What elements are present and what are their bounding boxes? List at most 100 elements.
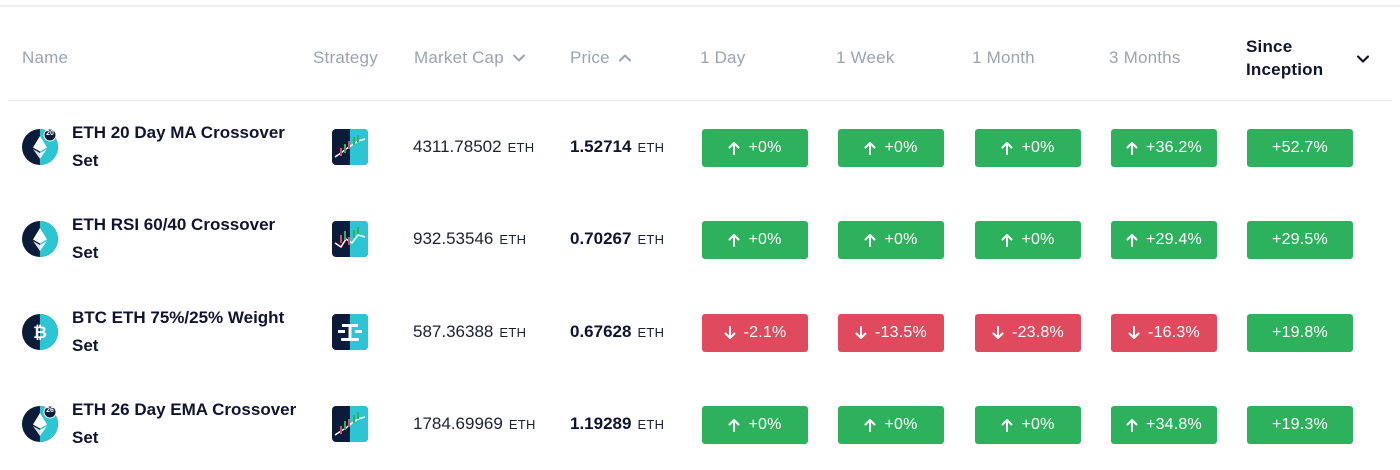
market-cap-amount: 1784.69969 xyxy=(413,414,503,433)
arrow-up-icon xyxy=(864,142,876,155)
market-cap-unit: ETH xyxy=(499,232,527,247)
arrow-down-icon xyxy=(855,326,867,339)
change-value: +29.5% xyxy=(1272,231,1328,248)
change-1-week-badge: +0% xyxy=(838,221,944,259)
column-header-1-month-label: 1 Month xyxy=(972,48,1035,67)
change-value: -23.8% xyxy=(1012,324,1064,341)
column-header-strategy-label: Strategy xyxy=(313,48,378,67)
arrow-up-icon xyxy=(1001,234,1013,247)
column-header-name-label: Name xyxy=(22,48,69,67)
change-value: +34.8% xyxy=(1146,416,1202,433)
change-value: -16.3% xyxy=(1148,324,1200,341)
table-row[interactable]: ₿ BTC ETH 75%/25% Weight Set 587.36388 ET… xyxy=(0,285,1400,377)
market-cap-value: 4311.78502 ETH xyxy=(413,137,534,157)
change-value: +19.8% xyxy=(1272,324,1328,341)
change-1-day-badge: -2.1% xyxy=(702,314,808,352)
change-1-month-badge: +0% xyxy=(975,221,1081,259)
svg-text:₿: ₿ xyxy=(33,323,47,343)
market-cap-amount: 4311.78502 xyxy=(413,137,502,156)
arrow-up-icon xyxy=(1126,142,1138,155)
price-amount: 0.70267 xyxy=(570,229,632,248)
eth-26-day-icon xyxy=(22,406,58,442)
change-1-month-badge: +0% xyxy=(975,129,1081,167)
column-header-3-months-label: 3 Months xyxy=(1109,48,1181,67)
table-row[interactable]: ETH RSI 60/40 Crossover Set 932.53546 ETH… xyxy=(0,193,1400,285)
price-amount: 1.52714 xyxy=(570,137,632,156)
ema-chart-strategy-icon[interactable] xyxy=(332,406,368,442)
market-cap-amount: 932.53546 xyxy=(413,229,494,248)
market-cap-unit: ETH xyxy=(507,140,535,155)
column-header-1-day[interactable]: 1 Day xyxy=(700,30,745,86)
price-unit: ETH xyxy=(637,325,665,340)
price-value: 1.52714 ETH xyxy=(570,137,664,157)
change-value: -2.1% xyxy=(743,324,787,341)
change-since-inception-badge: +19.8% xyxy=(1247,314,1353,352)
change-3-months-badge: -16.3% xyxy=(1111,314,1217,352)
change-value: +0% xyxy=(748,139,782,156)
ma-chart-strategy-icon[interactable] xyxy=(332,129,368,165)
table-row[interactable]: 26 ETH 26 Day EMA Crossover Set 1784.699… xyxy=(0,378,1400,470)
change-1-week-badge: +0% xyxy=(838,129,944,167)
change-1-week-badge: +0% xyxy=(838,406,944,444)
change-value: +19.3% xyxy=(1272,416,1328,433)
arrow-up-icon xyxy=(728,419,740,432)
arrow-down-icon xyxy=(1128,326,1140,339)
column-header-3-months[interactable]: 3 Months xyxy=(1109,30,1181,86)
chevron-down-icon[interactable] xyxy=(1355,51,1371,67)
market-cap-value: 1784.69969 ETH xyxy=(413,414,536,434)
coin-badge: 20 xyxy=(46,130,54,137)
column-header-1-week-label: 1 Week xyxy=(836,48,895,67)
market-cap-value: 587.36388 ETH xyxy=(413,322,526,342)
market-cap-value: 932.53546 ETH xyxy=(413,229,526,249)
coin-badge: 26 xyxy=(46,407,54,414)
price-amount: 1.19289 xyxy=(570,414,632,433)
change-1-day-badge: +0% xyxy=(702,221,808,259)
arrow-up-icon xyxy=(1126,419,1138,432)
set-name[interactable]: ETH RSI 60/40 Crossover Set xyxy=(72,215,276,262)
column-header-1-day-label: 1 Day xyxy=(700,48,746,67)
column-header-price-label: Price xyxy=(570,48,610,67)
set-name[interactable]: ETH 26 Day EMA Crossover Set xyxy=(72,400,297,447)
arrow-up-icon xyxy=(864,234,876,247)
top-divider xyxy=(0,5,1400,7)
column-header-1-week[interactable]: 1 Week xyxy=(836,30,895,86)
chevron-up-icon xyxy=(618,54,631,62)
arrow-down-icon xyxy=(724,326,736,339)
set-name[interactable]: BTC ETH 75%/25% Weight Set xyxy=(72,308,285,355)
column-header-price[interactable]: Price xyxy=(570,30,632,86)
change-value: +36.2% xyxy=(1146,139,1202,156)
table-row[interactable]: 20 ETH 20 Day MA Crossover Set 4311.7850… xyxy=(0,101,1400,193)
price-value: 1.19289 ETH xyxy=(570,414,664,434)
weight-scale-strategy-icon[interactable] xyxy=(332,314,368,350)
eth-icon xyxy=(22,221,58,257)
change-1-month-badge: +0% xyxy=(975,406,1081,444)
column-header-market-cap[interactable]: Market Cap xyxy=(414,30,526,86)
change-since-inception-badge: +52.7% xyxy=(1247,129,1353,167)
column-header-name[interactable]: Name xyxy=(22,30,68,86)
change-value: +0% xyxy=(1021,139,1055,156)
chevron-down-icon xyxy=(512,54,525,62)
arrow-up-icon xyxy=(728,234,740,247)
change-1-day-badge: +0% xyxy=(702,406,808,444)
btc-eth-icon: ₿ xyxy=(22,314,58,350)
market-cap-amount: 587.36388 xyxy=(413,322,494,341)
price-amount: 0.67628 xyxy=(570,322,632,341)
header-divider xyxy=(8,100,1392,101)
change-1-day-badge: +0% xyxy=(702,129,808,167)
change-value: -13.5% xyxy=(875,324,927,341)
arrow-up-icon xyxy=(1001,142,1013,155)
price-unit: ETH xyxy=(637,140,665,155)
column-header-1-month[interactable]: 1 Month xyxy=(972,30,1035,86)
price-unit: ETH xyxy=(637,232,665,247)
rsi-chart-strategy-icon[interactable] xyxy=(332,221,368,257)
price-value: 0.67628 ETH xyxy=(570,322,664,342)
column-header-strategy[interactable]: Strategy xyxy=(313,30,378,86)
change-value: +0% xyxy=(884,416,918,433)
change-value: +0% xyxy=(1021,416,1055,433)
change-value: +0% xyxy=(1021,231,1055,248)
arrow-up-icon xyxy=(728,142,740,155)
set-name[interactable]: ETH 20 Day MA Crossover Set xyxy=(72,123,285,170)
arrow-up-icon xyxy=(1001,419,1013,432)
column-header-since-inception[interactable]: Since Inception xyxy=(1246,30,1346,86)
market-cap-unit: ETH xyxy=(508,417,536,432)
